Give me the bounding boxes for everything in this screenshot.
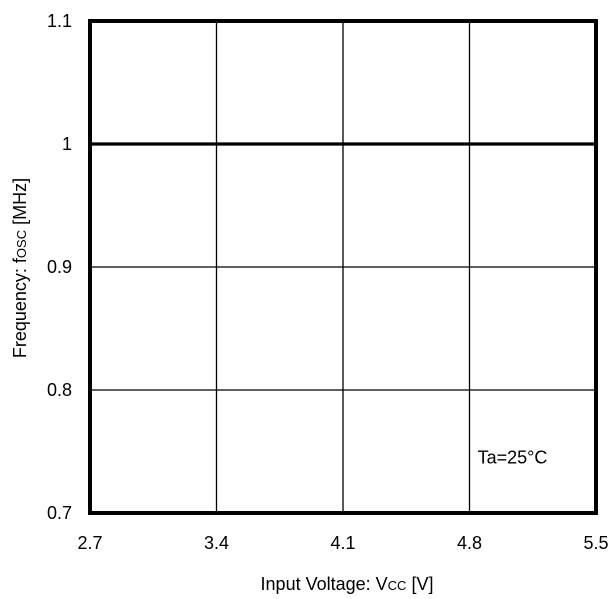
x-tick-label: 5.5 — [583, 533, 608, 553]
annotation-background — [474, 445, 551, 470]
x-axis-label-main: Input Voltage: V — [261, 574, 388, 594]
y-tick-label: 0.9 — [47, 257, 72, 277]
y-tick-label: 1.1 — [47, 11, 72, 31]
x-tick-label: 4.8 — [457, 533, 482, 553]
x-axis-label: Input Voltage: VCC [V] — [261, 574, 434, 594]
y-axis-label: Frequency: fOSC [MHz] — [10, 178, 30, 358]
y-tick-label: 1 — [62, 134, 72, 154]
plot-frame — [88, 19, 598, 515]
x-tick-label: 4.1 — [330, 533, 355, 553]
x-tick-labels: 2.7 3.4 4.1 4.8 5.5 — [77, 533, 608, 553]
x-tick-label: 2.7 — [77, 533, 102, 553]
y-tick-label: 0.7 — [47, 503, 72, 523]
y-axis-label-sub: OSC — [14, 230, 29, 258]
x-tick-label: 3.4 — [204, 533, 229, 553]
x-axis-label-unit: [V] — [406, 574, 433, 594]
annotation-label: Ta=25°C — [478, 448, 548, 468]
y-axis-label-unit: [MHz] — [10, 178, 30, 230]
y-tick-label: 0.8 — [47, 380, 72, 400]
y-axis-label-main: Frequency: f — [10, 257, 30, 358]
grid-lines — [90, 21, 596, 513]
y-tick-labels: 0.7 0.8 0.9 1 1.1 — [47, 11, 72, 523]
x-axis-label-sub: CC — [388, 578, 407, 593]
annotations-layer: Ta=25°C — [474, 445, 551, 470]
